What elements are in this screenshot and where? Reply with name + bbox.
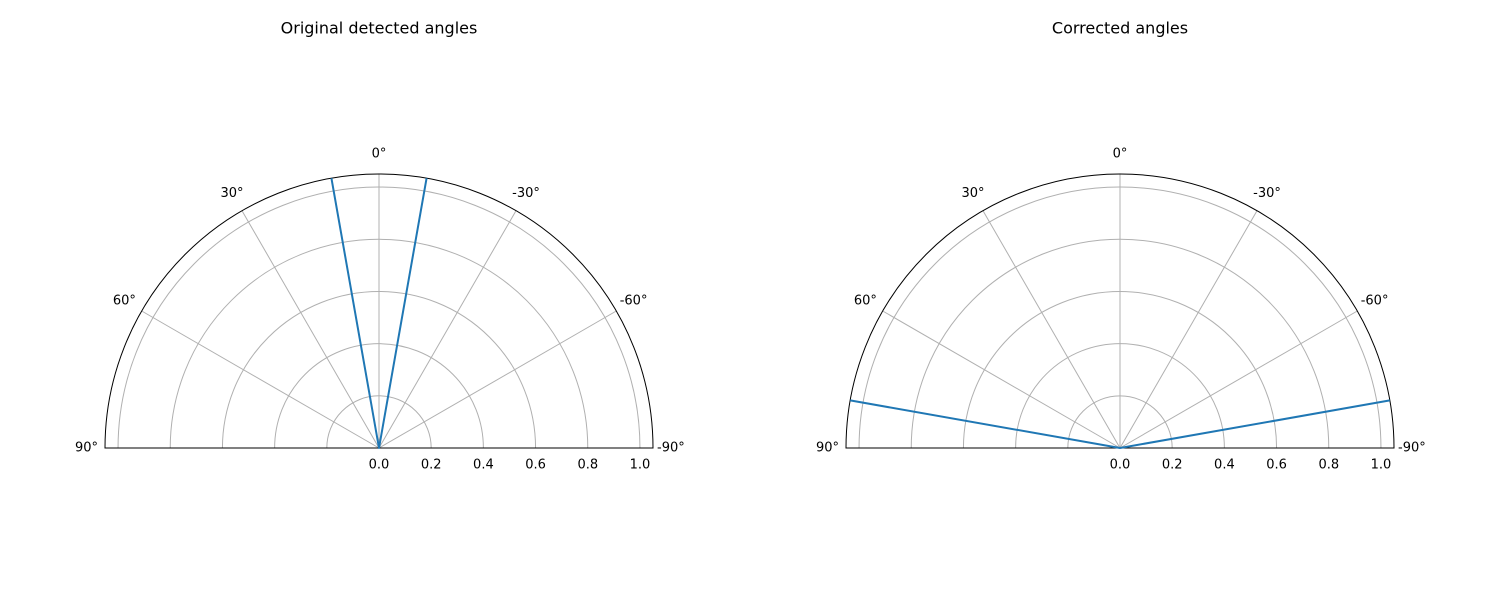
theta-tick-label: 60° — [854, 294, 877, 309]
theta-tick-label: 0° — [372, 147, 387, 162]
theta-tick-label: -30° — [512, 186, 540, 201]
r-tick-label: 1.0 — [630, 458, 651, 473]
angular-gridline — [378, 210, 517, 449]
polar-frame — [845, 173, 1395, 449]
r-tick-label: 0.0 — [369, 458, 390, 473]
series-line — [330, 177, 428, 449]
theta-tick-label: 30° — [961, 186, 984, 201]
chart-title: Corrected angles — [1052, 19, 1188, 38]
theta-tick-label: -90° — [657, 441, 685, 456]
angular-gridline — [982, 210, 1121, 449]
theta-tick-label: 0° — [1113, 147, 1128, 162]
angular-gridline — [1119, 310, 1358, 449]
theta-tick-label: -30° — [1253, 186, 1281, 201]
r-tick-label: 0.2 — [1162, 458, 1183, 473]
r-tick-label: 0.6 — [525, 458, 546, 473]
r-tick-label: 0.0 — [1110, 458, 1131, 473]
r-tick-label: 0.4 — [473, 458, 494, 473]
theta-tick-label: 60° — [113, 294, 136, 309]
angular-gridline — [378, 310, 617, 449]
theta-tick-label: -60° — [620, 294, 648, 309]
chart-title: Original detected angles — [281, 19, 478, 38]
polar-chart-1: Original detected angles 0° 30° 60° 90° -30° -… — [75, 19, 685, 473]
theta-tick-label: -60° — [1361, 294, 1389, 309]
polar-chart-2: Corrected angles 0° 30° 60° 90° -30° -60° -90° 0… — [816, 19, 1426, 473]
r-tick-label: 0.8 — [577, 458, 598, 473]
r-tick-label: 0.2 — [421, 458, 442, 473]
r-tick-label: 1.0 — [1371, 458, 1392, 473]
angular-gridline — [141, 310, 380, 449]
theta-tick-label: 90° — [816, 441, 839, 456]
theta-tick-label: -90° — [1398, 441, 1426, 456]
r-tick-label: 0.4 — [1214, 458, 1235, 473]
r-tick-label: 0.8 — [1318, 458, 1339, 473]
angular-gridline — [1119, 210, 1258, 449]
series-line — [849, 399, 1391, 449]
theta-tick-label: 90° — [75, 441, 98, 456]
angular-gridline — [882, 310, 1121, 449]
r-tick-label: 0.6 — [1266, 458, 1287, 473]
theta-tick-label: 30° — [220, 186, 243, 201]
polar-frame — [104, 173, 654, 449]
angular-gridline — [241, 210, 380, 449]
